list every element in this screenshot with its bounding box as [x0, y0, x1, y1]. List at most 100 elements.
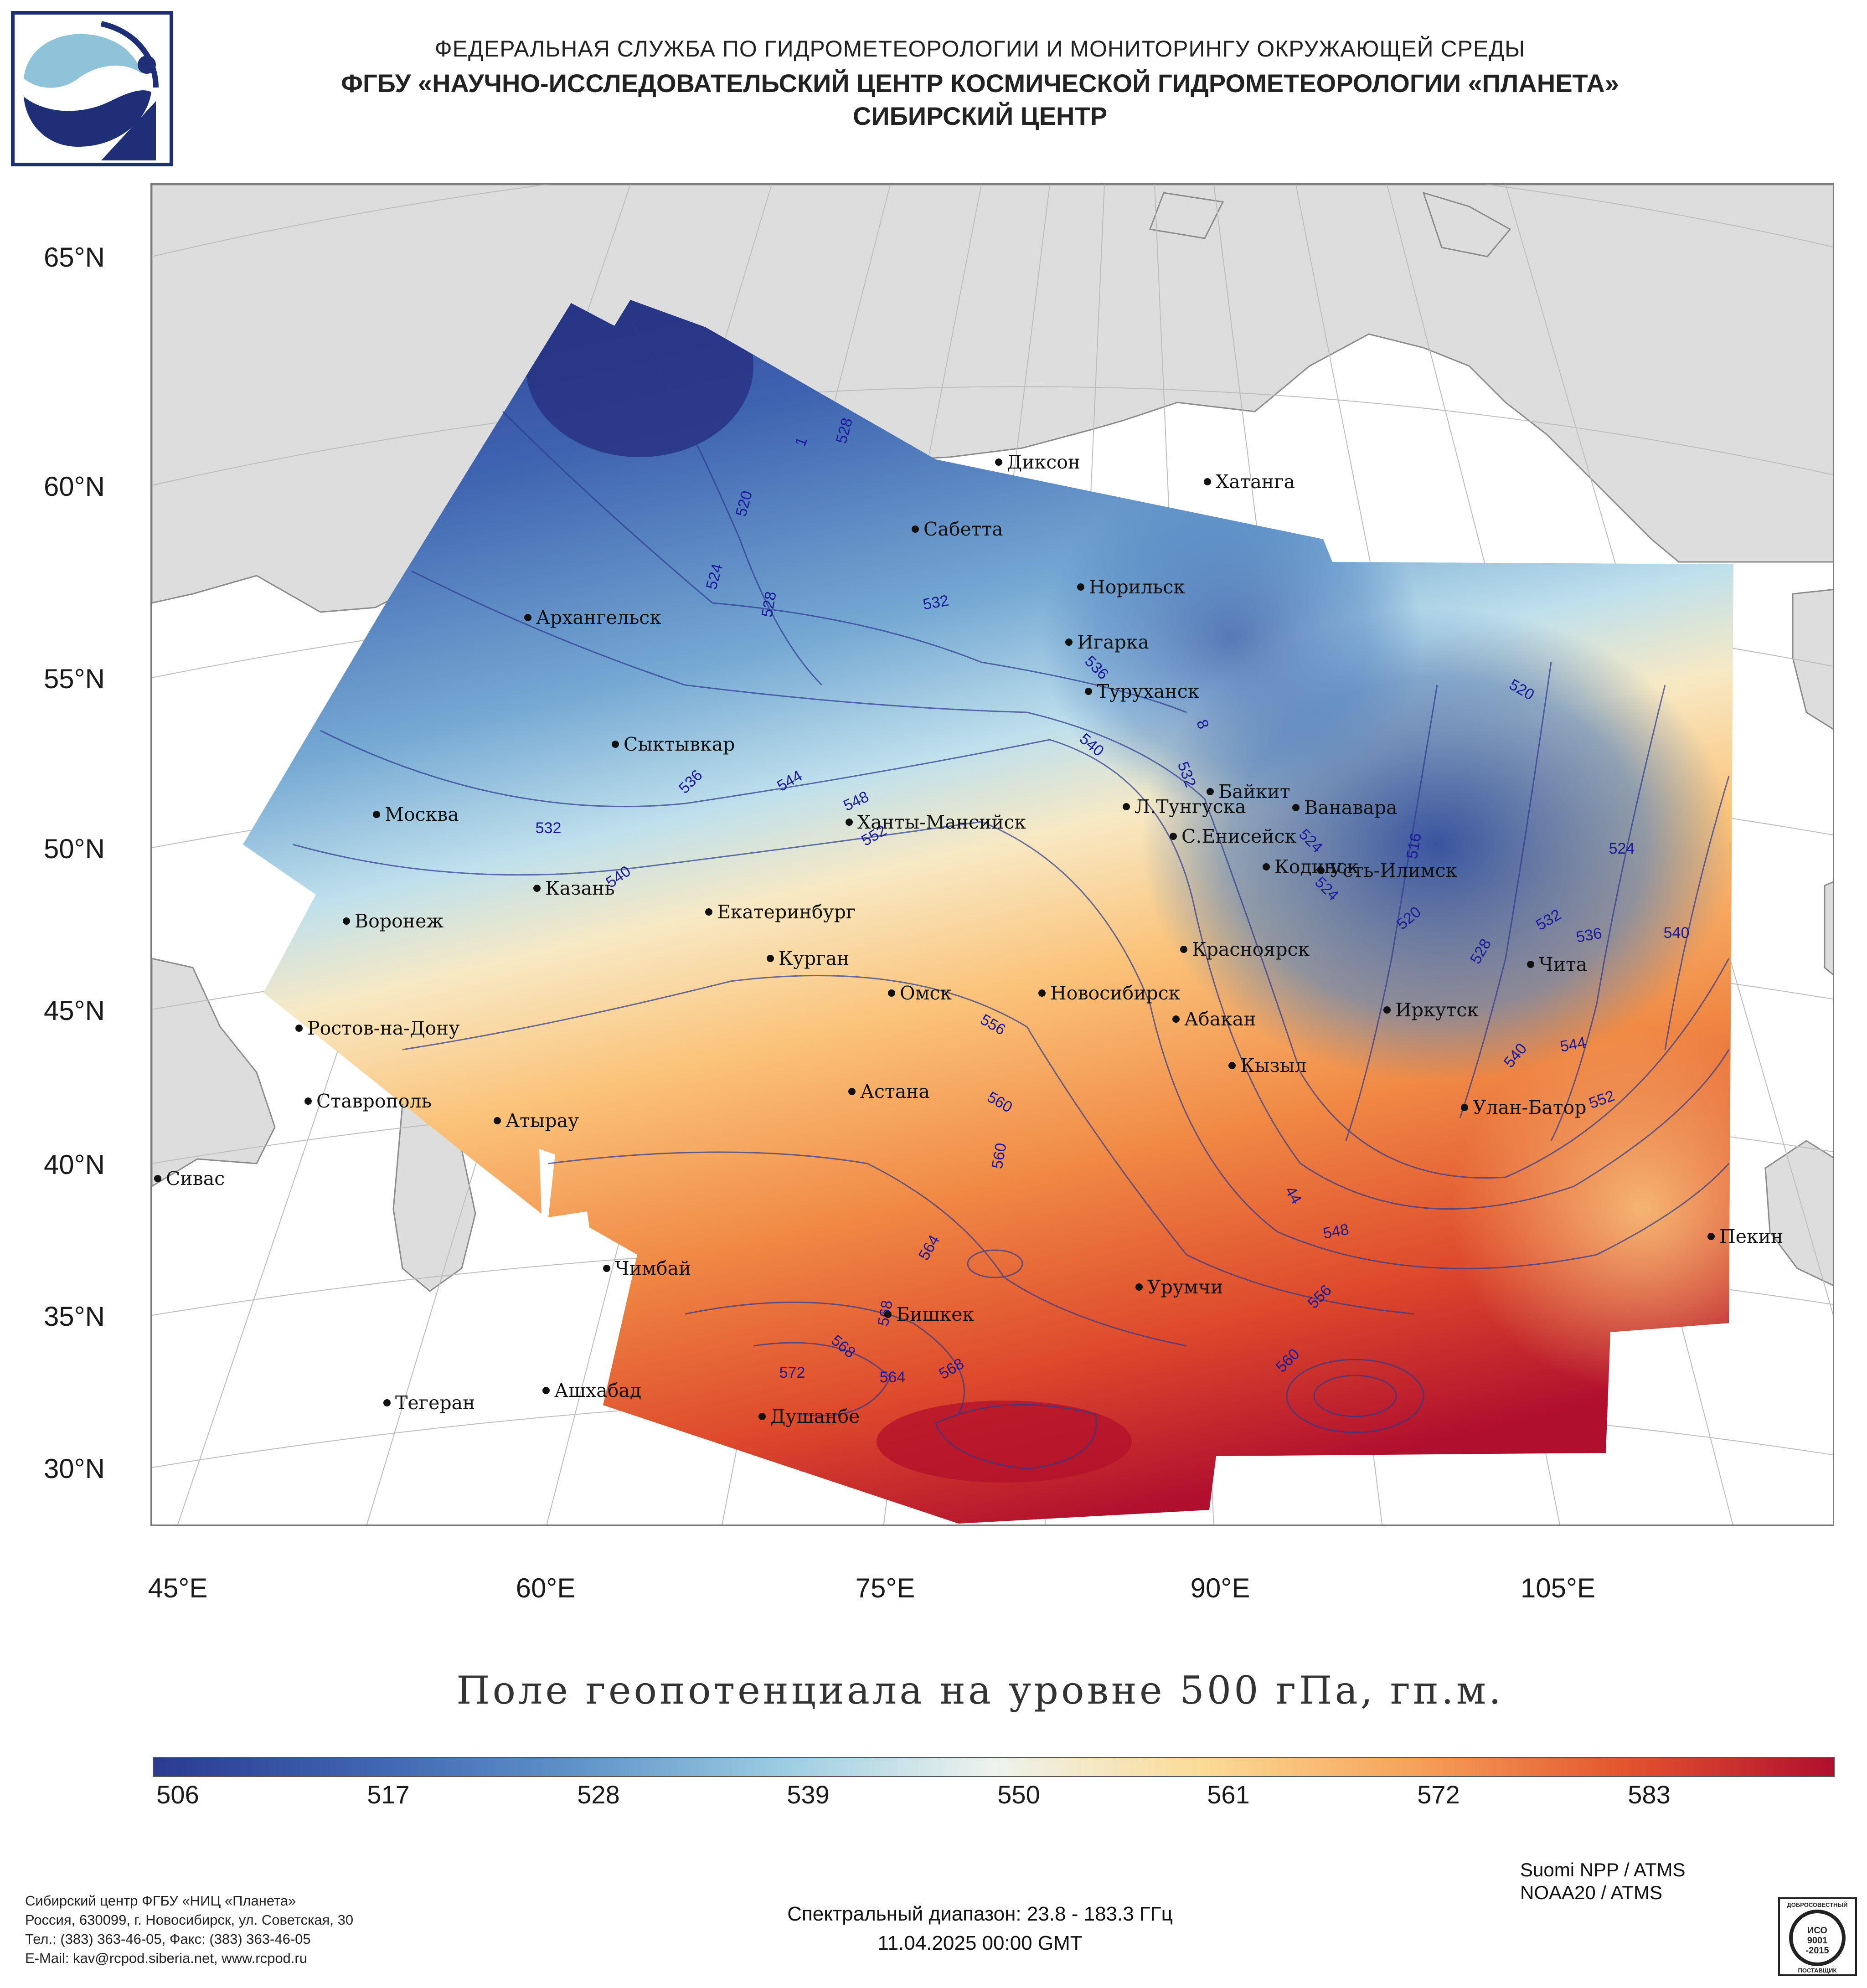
colorbar-tick-561: 561: [1207, 1780, 1250, 1809]
lon-label-45: 45°E: [148, 1573, 208, 1603]
city-name: Сабетта: [923, 518, 1003, 540]
iso-badge-mid3: -2015: [1805, 1946, 1829, 1956]
city-name: Абакан: [1184, 1008, 1256, 1030]
city-dot: [912, 525, 919, 533]
city-marker: Чимбай: [603, 1257, 691, 1279]
planeta-logo-icon: [11, 11, 173, 166]
city-name: Кызыл: [1240, 1055, 1306, 1076]
colorbar-tick-506: 506: [156, 1780, 199, 1809]
city-dot: [373, 811, 380, 818]
city-name: Иркутск: [1395, 999, 1479, 1021]
city-dot: [1065, 639, 1073, 646]
city-marker: Бишкек: [884, 1303, 974, 1325]
colorbar-tick-550: 550: [997, 1780, 1040, 1809]
city-name: Байкит: [1218, 781, 1290, 803]
contour-label: 564: [880, 1369, 906, 1386]
city-dot: [603, 1265, 610, 1272]
lon-label-90: 90°E: [1190, 1573, 1250, 1603]
city-marker: Атырау: [494, 1110, 579, 1132]
iso-badge-mid1: ИСО: [1807, 1926, 1827, 1936]
city-name: Сивас: [166, 1168, 225, 1190]
lat-label-65: 65°N: [43, 242, 105, 273]
city-marker: Туруханск: [1085, 680, 1200, 702]
city-marker: Ростов-на-Дону: [295, 1017, 460, 1039]
city-name: Бишкек: [896, 1303, 974, 1325]
city-marker: Сивас: [154, 1168, 225, 1190]
map-title: Поле геопотенциала на уровне 500 гПа, гп…: [456, 1668, 1504, 1713]
city-marker: Новосибирск: [1038, 982, 1181, 1004]
city-dot: [1077, 583, 1084, 591]
contour-label: 532: [536, 819, 562, 837]
city-dot: [524, 614, 531, 621]
city-marker: Абакан: [1172, 1008, 1256, 1030]
lat-label-55: 55°N: [43, 664, 105, 694]
city-dot: [1383, 1006, 1391, 1014]
city-dot: [494, 1117, 501, 1124]
city-name: Ростов-на-Дону: [307, 1017, 460, 1039]
city-dot: [1527, 961, 1534, 968]
city-dot: [1170, 833, 1177, 840]
contour-label: 524: [1609, 840, 1635, 857]
product-info: Спектральный диапазон: 23.8 - 183.3 ГГц …: [638, 1900, 1322, 1958]
city-name: С.Енисейск: [1181, 825, 1297, 847]
lon-label-60: 60°E: [516, 1573, 576, 1603]
city-marker: Москва: [373, 803, 459, 825]
city-name: Ставрополь: [316, 1090, 432, 1112]
city-marker: Сабетта: [912, 518, 1003, 540]
city-dot: [1204, 478, 1211, 485]
colorbar-tick-528: 528: [577, 1780, 620, 1809]
city-marker: Ставрополь: [304, 1090, 432, 1112]
city-dot: [884, 1311, 892, 1318]
city-marker: Архангельск: [524, 607, 661, 628]
org-phone: Тел.: (383) 363-46-05, Факс: (383) 363-4…: [25, 1931, 311, 1947]
iso-badge-mid2: 9001: [1807, 1936, 1828, 1946]
city-name: Астана: [860, 1081, 930, 1102]
city-name: Новосибирск: [1050, 982, 1181, 1004]
org-address: Россия, 630099, г. Новосибирск, ул. Сове…: [25, 1912, 354, 1928]
city-name: Красноярск: [1192, 938, 1310, 960]
iso-badge-bottom: ПОСТАВЩИК: [1798, 1967, 1837, 1974]
city-name: Хатанга: [1216, 471, 1295, 493]
city-dot: [1172, 1015, 1180, 1023]
contour-label: 572: [779, 1364, 805, 1381]
city-dot: [154, 1175, 161, 1182]
city-marker: Урумчи: [1135, 1276, 1223, 1298]
city-dot: [1707, 1233, 1715, 1240]
organization-contacts: Сибирский центр ФГБУ «НИЦ «Планета» Росс…: [25, 1891, 353, 1968]
city-marker: Ашхабад: [542, 1380, 641, 1401]
lat-label-60: 60°N: [43, 471, 105, 502]
city-name: Москва: [385, 803, 459, 825]
city-dot: [1228, 1062, 1236, 1069]
org-email: E-Mail: kav@rcpod.siberia.net, www.rcpod…: [25, 1950, 307, 1966]
city-dot: [758, 1413, 766, 1420]
city-marker: Курган: [767, 948, 849, 969]
header-institute: ФГБУ «НАУЧНО-ИССЛЕДОВАТЕЛЬСКИЙ ЦЕНТР КОС…: [341, 69, 1619, 98]
city-name: Атырау: [505, 1110, 579, 1132]
city-marker: Диксон: [995, 451, 1080, 473]
city-name: Урумчи: [1147, 1276, 1223, 1298]
lat-label-30: 30°N: [43, 1453, 105, 1484]
city-dot: [295, 1025, 303, 1032]
city-name: Ванавара: [1304, 797, 1398, 819]
lat-label-40: 40°N: [43, 1149, 105, 1180]
city-marker: Улан-Батор: [1461, 1097, 1586, 1118]
city-markers: Диксон Хатанга Сабетта Норильск Архангельск И…: [154, 451, 1783, 1427]
city-name: Чимбай: [615, 1257, 691, 1279]
city-marker: Ванавара: [1292, 797, 1398, 819]
lon-label-105: 105°E: [1520, 1573, 1596, 1603]
geopotential-map: 528 1 520 524 528 532 536 540 8 532 520 536 544 548 53…: [150, 183, 1834, 1526]
city-name: Екатеринбург: [717, 901, 856, 923]
city-name: Архангельск: [536, 607, 661, 628]
contour-lines: [293, 320, 1730, 1470]
city-dot: [383, 1399, 391, 1406]
city-name: Л.Тунгуска: [1135, 796, 1246, 818]
city-marker: Красноярск: [1180, 938, 1310, 960]
city-dot: [542, 1387, 550, 1394]
iso-certificate-badge-icon: ДОБРОСОВЕСТНЫЙ ИСО 9001 -2015 ПОСТАВЩИК: [1778, 1897, 1857, 1976]
lat-label-35: 35°N: [43, 1301, 105, 1332]
city-name: Пекин: [1719, 1226, 1783, 1247]
city-dot: [1038, 989, 1046, 997]
city-dot: [888, 989, 895, 997]
city-dot: [533, 885, 541, 892]
